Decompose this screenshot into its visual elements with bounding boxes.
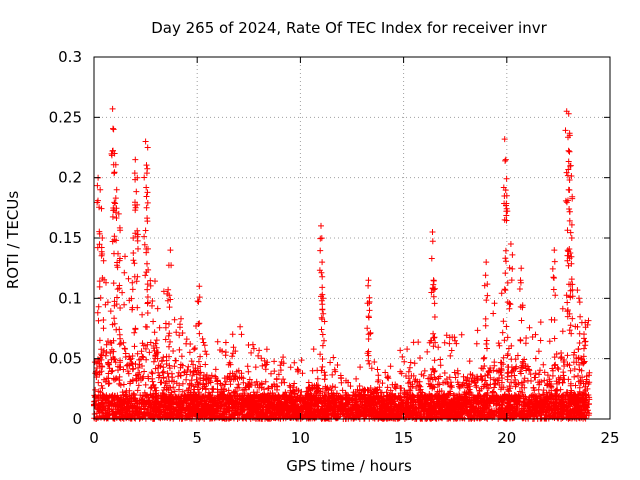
x-tick-label: 5 [192,429,202,447]
y-tick-label: 0.25 [49,108,82,126]
x-tick-label: 20 [497,429,516,447]
y-tick-label: 0.15 [49,229,82,247]
x-tick-label: 10 [291,429,310,447]
chart-title: Day 265 of 2024, Rate Of TEC Index for r… [151,19,547,37]
y-tick-label: 0 [72,410,82,428]
y-tick-label: 0.3 [58,48,82,66]
plot-frame [93,56,611,420]
axis-ticks: 0 5 10 15 20 25 0 0.05 0.1 0.15 0.2 0.25 0.3 [49,48,620,447]
x-tick-label: 15 [394,429,413,447]
x-axis-label: GPS time / hours [286,457,412,475]
data-points [91,105,593,422]
y-tick-label: 0.05 [49,350,82,368]
y-axis-label: ROTI / TECUs [4,191,22,289]
y-tick-label: 0.2 [58,169,82,187]
y-tick-label: 0.1 [58,289,82,307]
x-tick-label: 0 [89,429,99,447]
x-tick-label: 25 [600,429,619,447]
roti-markers [91,105,593,422]
grid-lines [94,57,610,419]
